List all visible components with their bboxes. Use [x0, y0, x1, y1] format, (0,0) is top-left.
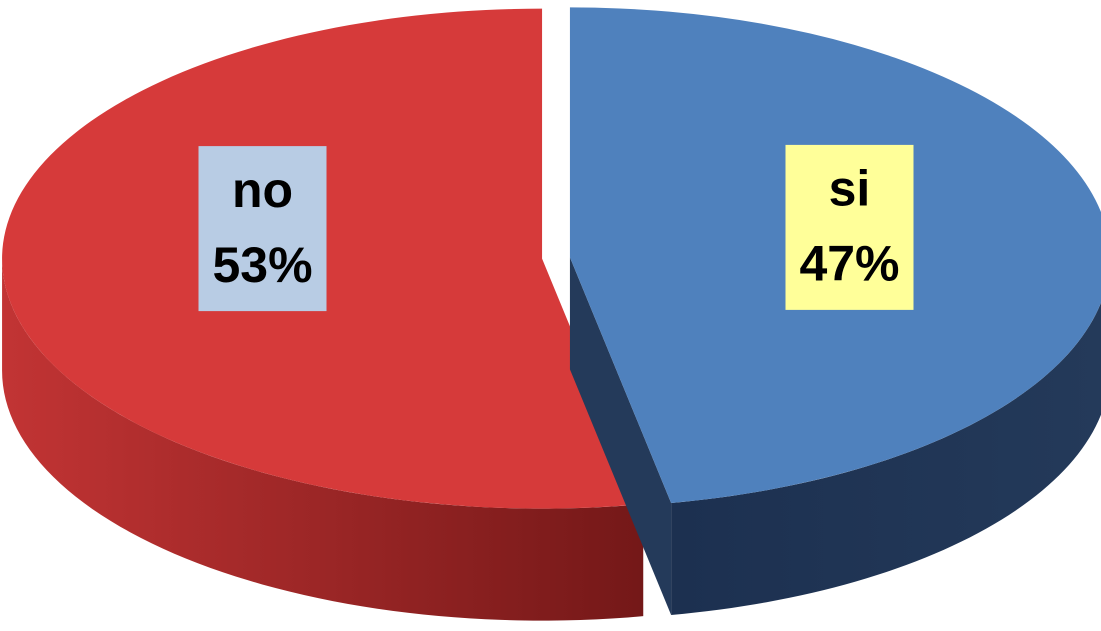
slice	[2, 8, 644, 621]
data-label-background	[785, 144, 914, 310]
data-label-category: no	[232, 162, 293, 218]
slice-wall	[2, 258, 644, 621]
data-label-category: si	[829, 161, 871, 217]
slice-wall	[671, 302, 1101, 615]
data-label-background	[198, 146, 327, 312]
data-label-value: 47%	[799, 236, 899, 292]
slice-cut-face	[569, 257, 672, 615]
slice	[569, 7, 1101, 615]
data-label-value: 53%	[212, 237, 312, 293]
